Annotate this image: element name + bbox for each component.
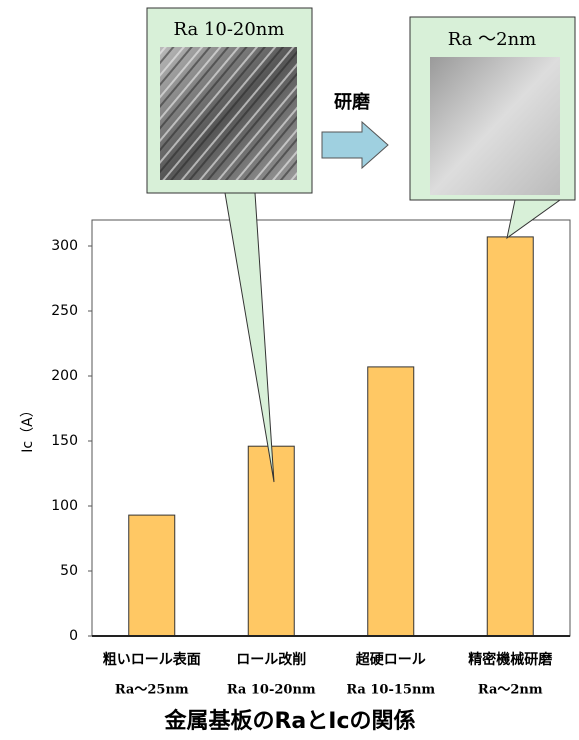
- callout-label: Ra ～2nm: [448, 29, 537, 50]
- y-axis-title: Ic（A）: [20, 403, 36, 452]
- bar: [368, 367, 414, 636]
- chart: 0 50 100 150 200 250 300 粗いロール表面 Ra～25nm ロール改削 Ra …: [0, 0, 579, 740]
- arrow-label: 研磨: [334, 91, 370, 113]
- bar: [487, 237, 533, 636]
- y-tick-label: 200: [51, 368, 78, 384]
- y-tick-label: 300: [51, 238, 78, 254]
- x-tick-sublabel: Ra～2nm: [478, 683, 543, 698]
- y-tick-label: 0: [69, 628, 78, 644]
- arrow: [322, 122, 388, 168]
- surface-image: [430, 57, 560, 195]
- x-tick-sublabel: Ra 10-20nm: [227, 683, 316, 698]
- y-tick-label: 100: [51, 498, 78, 514]
- x-tick-label: 粗いロール表面: [103, 651, 201, 668]
- y-tick-label: 150: [51, 433, 78, 449]
- x-tick-label: ロール改削: [236, 651, 306, 668]
- surface-texture: [160, 47, 297, 180]
- bar: [129, 515, 175, 636]
- chart-title: 金属基板のRaとIcの関係: [163, 708, 415, 734]
- x-tick-label: 精密機械研磨: [468, 651, 553, 668]
- x-tick-label: 超硬ロール: [355, 651, 426, 668]
- y-tick-label: 50: [60, 563, 78, 579]
- y-tick-label: 250: [51, 303, 78, 319]
- callout-label: Ra 10-20nm: [174, 19, 285, 40]
- x-tick-sublabel: Ra 10-15nm: [346, 683, 435, 698]
- bar: [248, 446, 294, 636]
- x-tick-sublabel: Ra～25nm: [115, 683, 189, 698]
